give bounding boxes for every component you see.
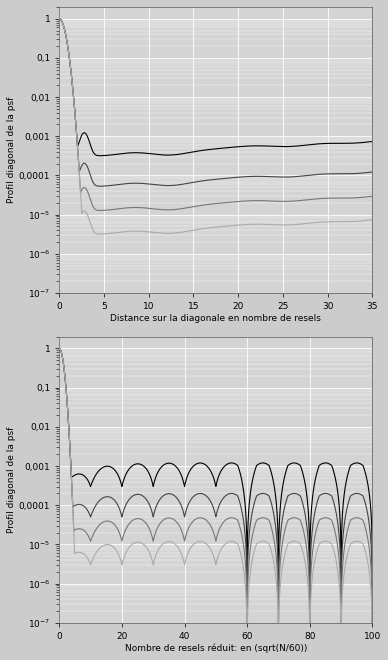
Y-axis label: Profil diagonal de la psf: Profil diagonal de la psf (7, 97, 16, 203)
X-axis label: Nombre de resels réduit: en (sqrt(N/60)): Nombre de resels réduit: en (sqrt(N/60)) (125, 644, 307, 653)
Y-axis label: Profil diagonal de la psf: Profil diagonal de la psf (7, 426, 16, 533)
X-axis label: Distance sur la diagonale en nombre de resels: Distance sur la diagonale en nombre de r… (111, 314, 321, 323)
